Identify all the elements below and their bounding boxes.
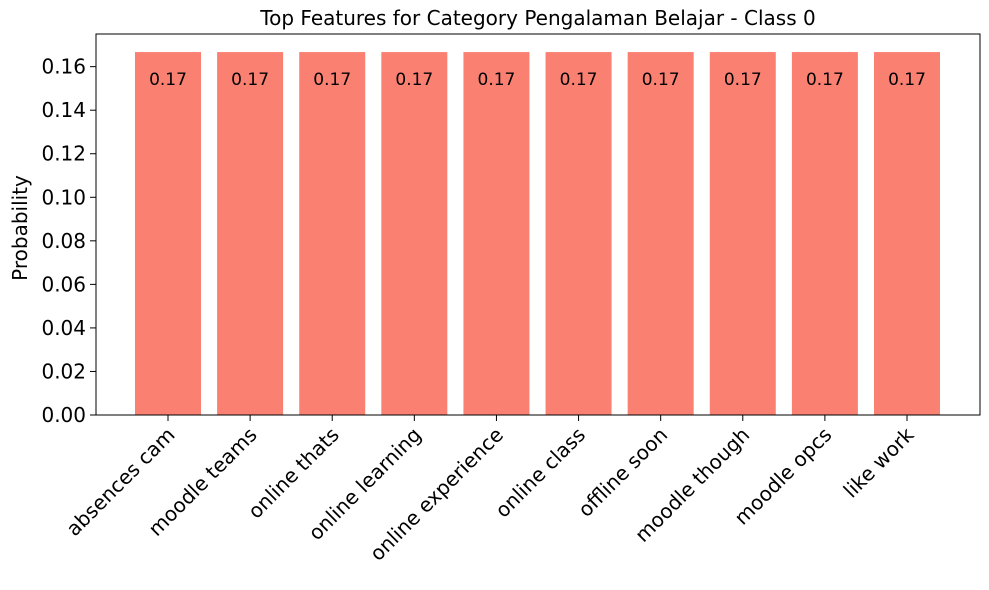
chart-title: Top Features for Category Pengalaman Bel…: [259, 6, 815, 30]
y-tick-label: 0.08: [41, 229, 86, 253]
data-label: 0.17: [888, 70, 926, 90]
bar: [791, 52, 858, 416]
y-tick-label: 0.12: [41, 142, 86, 166]
data-label: 0.17: [149, 70, 187, 90]
bar: [627, 52, 694, 416]
plot-area: 0.17 0.17 0.17 0.17 0.17 0.17 0.17 0.17 0.17 0.17…: [41, 33, 981, 566]
y-tick-label: 0.04: [41, 316, 86, 340]
data-label: 0.17: [806, 70, 844, 90]
data-label: 0.17: [395, 70, 433, 90]
data-label: 0.17: [313, 70, 351, 90]
bar: [709, 52, 776, 416]
plot-frame: [95, 33, 981, 416]
y-tick-label: 0.10: [41, 185, 86, 209]
bar: [874, 52, 940, 416]
y-tick-label: 0.00: [41, 403, 86, 427]
y-tick-label: 0.16: [41, 55, 86, 79]
x-tick-label: like work: [839, 422, 919, 502]
y-tick-label: 0.14: [41, 98, 86, 122]
data-label: 0.17: [724, 70, 762, 90]
data-label: 0.17: [478, 70, 516, 90]
data-label: 0.17: [231, 70, 269, 90]
bar: [381, 52, 448, 416]
bar: [299, 52, 366, 416]
data-label: 0.17: [642, 70, 680, 90]
data-label: 0.17: [560, 70, 598, 90]
y-tick-label: 0.02: [41, 359, 86, 383]
y-tick-label: 0.06: [41, 272, 86, 296]
bar: [545, 52, 612, 416]
bar: [463, 52, 530, 416]
y-axis-label: Probability: [8, 175, 32, 281]
bar: [217, 52, 284, 416]
bar: [135, 52, 201, 416]
